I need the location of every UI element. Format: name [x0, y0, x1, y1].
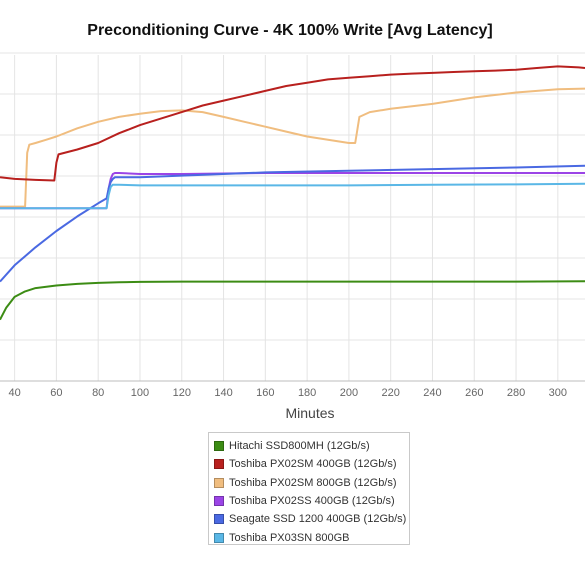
- legend-label: Toshiba PX02SS 400GB (12Gb/s): [229, 495, 395, 508]
- legend-swatch: [214, 441, 224, 452]
- legend-item[interactable]: Toshiba PX02SM 400GB (12Gb/s): [214, 455, 409, 473]
- x-tick-label: 220: [382, 387, 400, 399]
- legend-item[interactable]: Seagate SSD 1200 400GB (12Gb/s): [214, 510, 409, 528]
- series-line: [0, 280, 585, 321]
- x-tick-label: 140: [214, 387, 232, 399]
- legend: Hitachi SSD800MH (12Gb/s) Toshiba PX02SM …: [208, 432, 410, 545]
- legend-swatch: [214, 459, 224, 470]
- x-axis-ticks: 40 60 80 100 120 140 160 180 200 220 240 260 280 300: [9, 387, 568, 399]
- legend-item[interactable]: Hitachi SSD800MH (12Gb/s): [214, 437, 409, 455]
- legend-swatch: [214, 496, 224, 507]
- legend-item[interactable]: Toshiba PX02SS 400GB (12Gb/s): [214, 492, 409, 510]
- series-line: [0, 164, 585, 283]
- legend-swatch: [214, 514, 224, 525]
- series-line: [0, 87, 585, 208]
- series-line: [0, 65, 585, 182]
- legend-label: Hitachi SSD800MH (12Gb/s): [229, 440, 370, 453]
- x-tick-label: 240: [423, 387, 441, 399]
- chart-title: Preconditioning Curve - 4K 100% Write [A…: [87, 22, 492, 39]
- legend-swatch: [214, 477, 224, 488]
- x-tick-label: 160: [256, 387, 274, 399]
- legend-label: Seagate SSD 1200 400GB (12Gb/s): [229, 513, 407, 526]
- x-tick-label: 100: [131, 387, 149, 399]
- x-tick-label: 260: [465, 387, 483, 399]
- x-tick-label: 300: [549, 387, 567, 399]
- legend-swatch: [214, 532, 224, 543]
- legend-label: Toshiba PX03SN 800GB: [229, 531, 350, 544]
- series-lines: [0, 65, 585, 321]
- legend-item[interactable]: Toshiba PX02SM 800GB (12Gb/s): [214, 474, 409, 492]
- legend-label: Toshiba PX02SM 400GB (12Gb/s): [229, 458, 397, 471]
- legend-label: Toshiba PX02SM 800GB (12Gb/s): [229, 476, 397, 489]
- x-tick-label: 280: [507, 387, 525, 399]
- legend-item[interactable]: Toshiba PX03SN 800GB: [214, 528, 409, 546]
- grid: [0, 52, 585, 382]
- series-line: [0, 172, 585, 210]
- x-tick-label: 180: [298, 387, 316, 399]
- x-tick-label: 60: [50, 387, 62, 399]
- series-line: [0, 182, 585, 210]
- x-tick-label: 120: [173, 387, 191, 399]
- x-tick-label: 40: [9, 387, 21, 399]
- x-axis-label: Minutes: [285, 405, 334, 421]
- x-tick-label: 200: [340, 387, 358, 399]
- x-tick-label: 80: [92, 387, 104, 399]
